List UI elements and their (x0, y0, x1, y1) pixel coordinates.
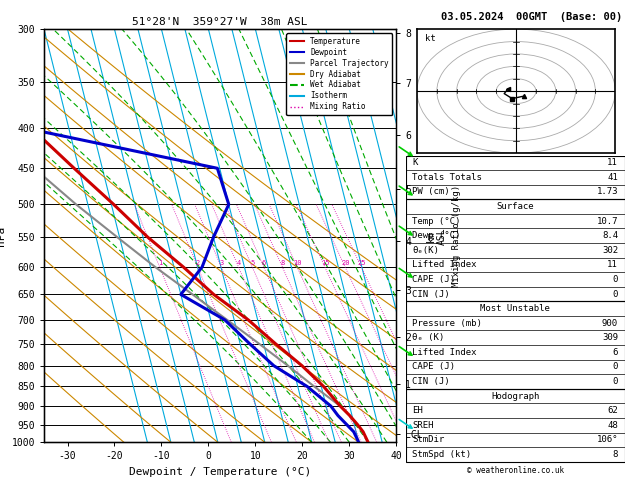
Text: θₑ (K): θₑ (K) (412, 333, 445, 342)
Text: 03.05.2024  00GMT  (Base: 00): 03.05.2024 00GMT (Base: 00) (441, 12, 622, 22)
Text: 4: 4 (237, 260, 241, 265)
Text: 8: 8 (613, 450, 618, 459)
Text: 8: 8 (281, 260, 285, 265)
Text: CAPE (J): CAPE (J) (412, 275, 455, 284)
Text: CIN (J): CIN (J) (412, 377, 450, 386)
Text: 106°: 106° (596, 435, 618, 444)
Title: 51°28'N  359°27'W  38m ASL: 51°28'N 359°27'W 38m ASL (132, 17, 308, 27)
Text: 309: 309 (602, 333, 618, 342)
Legend: Temperature, Dewpoint, Parcel Trajectory, Dry Adiabat, Wet Adiabat, Isotherm, Mi: Temperature, Dewpoint, Parcel Trajectory… (286, 33, 392, 115)
Text: 6: 6 (613, 348, 618, 357)
Text: StmSpd (kt): StmSpd (kt) (412, 450, 471, 459)
Text: PW (cm): PW (cm) (412, 188, 450, 196)
Y-axis label: km
ASL: km ASL (426, 227, 447, 244)
Text: 5: 5 (250, 260, 255, 265)
Text: Dewp (°C): Dewp (°C) (412, 231, 460, 240)
Y-axis label: hPa: hPa (0, 226, 6, 246)
Text: EH: EH (412, 406, 423, 415)
Bar (406, 156, 625, 199)
Text: Surface: Surface (496, 202, 534, 211)
Text: Lifted Index: Lifted Index (412, 260, 477, 269)
Text: 0: 0 (613, 377, 618, 386)
Text: 41: 41 (607, 173, 618, 182)
Text: StmDir: StmDir (412, 435, 445, 444)
Text: 11: 11 (607, 158, 618, 167)
Text: 25: 25 (357, 260, 365, 265)
Text: 11: 11 (607, 260, 618, 269)
Text: 48: 48 (607, 421, 618, 430)
Text: Temp (°C): Temp (°C) (412, 217, 460, 226)
Text: 15: 15 (321, 260, 330, 265)
X-axis label: Dewpoint / Temperature (°C): Dewpoint / Temperature (°C) (129, 467, 311, 477)
Text: 10.7: 10.7 (596, 217, 618, 226)
Text: 6: 6 (262, 260, 266, 265)
Text: 900: 900 (602, 319, 618, 328)
Text: Most Unstable: Most Unstable (480, 304, 550, 313)
Text: 0: 0 (613, 290, 618, 298)
Text: 10: 10 (293, 260, 302, 265)
Text: 1: 1 (158, 260, 162, 265)
Bar (406, 301, 625, 389)
Y-axis label: Mixing Ratio (g/kg): Mixing Ratio (g/kg) (452, 185, 461, 287)
Text: 1.73: 1.73 (596, 188, 618, 196)
Bar (406, 199, 625, 301)
Text: Lifted Index: Lifted Index (412, 348, 477, 357)
Text: CAPE (J): CAPE (J) (412, 363, 455, 371)
Text: θₑ(K): θₑ(K) (412, 246, 439, 255)
Text: Totals Totals: Totals Totals (412, 173, 482, 182)
Text: K: K (412, 158, 418, 167)
Text: Pressure (mb): Pressure (mb) (412, 319, 482, 328)
Text: © weatheronline.co.uk: © weatheronline.co.uk (467, 466, 564, 475)
Text: 62: 62 (607, 406, 618, 415)
Text: 3: 3 (220, 260, 223, 265)
Text: 0: 0 (613, 363, 618, 371)
Text: 20: 20 (341, 260, 350, 265)
Text: Hodograph: Hodograph (491, 392, 539, 400)
Bar (406, 389, 625, 462)
Text: 0: 0 (613, 275, 618, 284)
Text: SREH: SREH (412, 421, 434, 430)
Text: 8.4: 8.4 (602, 231, 618, 240)
Text: 2: 2 (196, 260, 200, 265)
Text: kt: kt (425, 34, 436, 43)
Text: 302: 302 (602, 246, 618, 255)
Text: CIN (J): CIN (J) (412, 290, 450, 298)
